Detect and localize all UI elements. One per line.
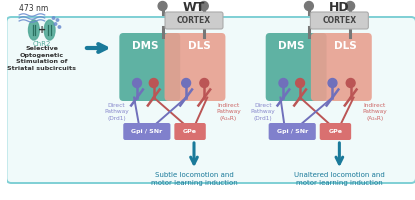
Text: DMS: DMS <box>278 41 305 51</box>
Circle shape <box>346 78 355 88</box>
FancyBboxPatch shape <box>174 123 206 140</box>
Text: Unaltered locomotion and
motor learning induction: Unaltered locomotion and motor learning … <box>294 172 385 186</box>
FancyBboxPatch shape <box>266 33 327 101</box>
Text: Direct
Pathway
(Drd1): Direct Pathway (Drd1) <box>250 103 275 121</box>
Text: Indirect
Pathway
(A₂ₐR): Indirect Pathway (A₂ₐR) <box>362 103 387 121</box>
Ellipse shape <box>44 20 55 40</box>
FancyBboxPatch shape <box>164 33 225 101</box>
Circle shape <box>54 23 57 25</box>
Circle shape <box>200 78 209 88</box>
Text: GPe: GPe <box>183 129 197 134</box>
FancyBboxPatch shape <box>6 17 415 183</box>
Text: Selective
Optogenetic
Stimulation of
Striatal subcircuits: Selective Optogenetic Stimulation of Str… <box>7 46 76 71</box>
Circle shape <box>182 78 190 88</box>
FancyBboxPatch shape <box>123 123 171 140</box>
Circle shape <box>58 26 61 28</box>
Text: DLS: DLS <box>334 41 357 51</box>
Circle shape <box>346 1 354 10</box>
FancyBboxPatch shape <box>120 33 180 101</box>
Text: 473 nm: 473 nm <box>19 4 49 13</box>
Text: WT: WT <box>183 1 205 14</box>
Text: DMS: DMS <box>132 41 159 51</box>
FancyBboxPatch shape <box>269 123 316 140</box>
Circle shape <box>295 78 305 88</box>
Circle shape <box>133 78 142 88</box>
Ellipse shape <box>29 20 39 40</box>
Text: Direct
Pathway
(Drd1): Direct Pathway (Drd1) <box>104 103 129 121</box>
Text: HD: HD <box>329 1 350 14</box>
Text: CORTEX: CORTEX <box>177 16 211 25</box>
Text: +: + <box>38 25 46 35</box>
Text: Gpi / SNr: Gpi / SNr <box>131 129 163 134</box>
Text: DLS: DLS <box>188 41 211 51</box>
Text: Subtle locomotion and
motor learning induction: Subtle locomotion and motor learning ind… <box>151 172 237 186</box>
Circle shape <box>279 78 288 88</box>
FancyBboxPatch shape <box>165 12 223 29</box>
Text: Indirect
Pathway
(A₂ₐR): Indirect Pathway (A₂ₐR) <box>216 103 241 121</box>
Circle shape <box>305 1 313 10</box>
FancyBboxPatch shape <box>311 33 372 101</box>
FancyBboxPatch shape <box>320 123 351 140</box>
Text: Gpi / SNr: Gpi / SNr <box>276 129 308 134</box>
Text: CORTEX: CORTEX <box>322 16 356 25</box>
FancyBboxPatch shape <box>310 12 369 29</box>
Circle shape <box>149 78 158 88</box>
Circle shape <box>52 17 55 19</box>
Circle shape <box>158 1 167 10</box>
Circle shape <box>199 1 208 10</box>
Circle shape <box>328 78 337 88</box>
Circle shape <box>56 19 59 21</box>
Text: GPe: GPe <box>328 129 342 134</box>
Text: ChR2: ChR2 <box>32 41 51 47</box>
